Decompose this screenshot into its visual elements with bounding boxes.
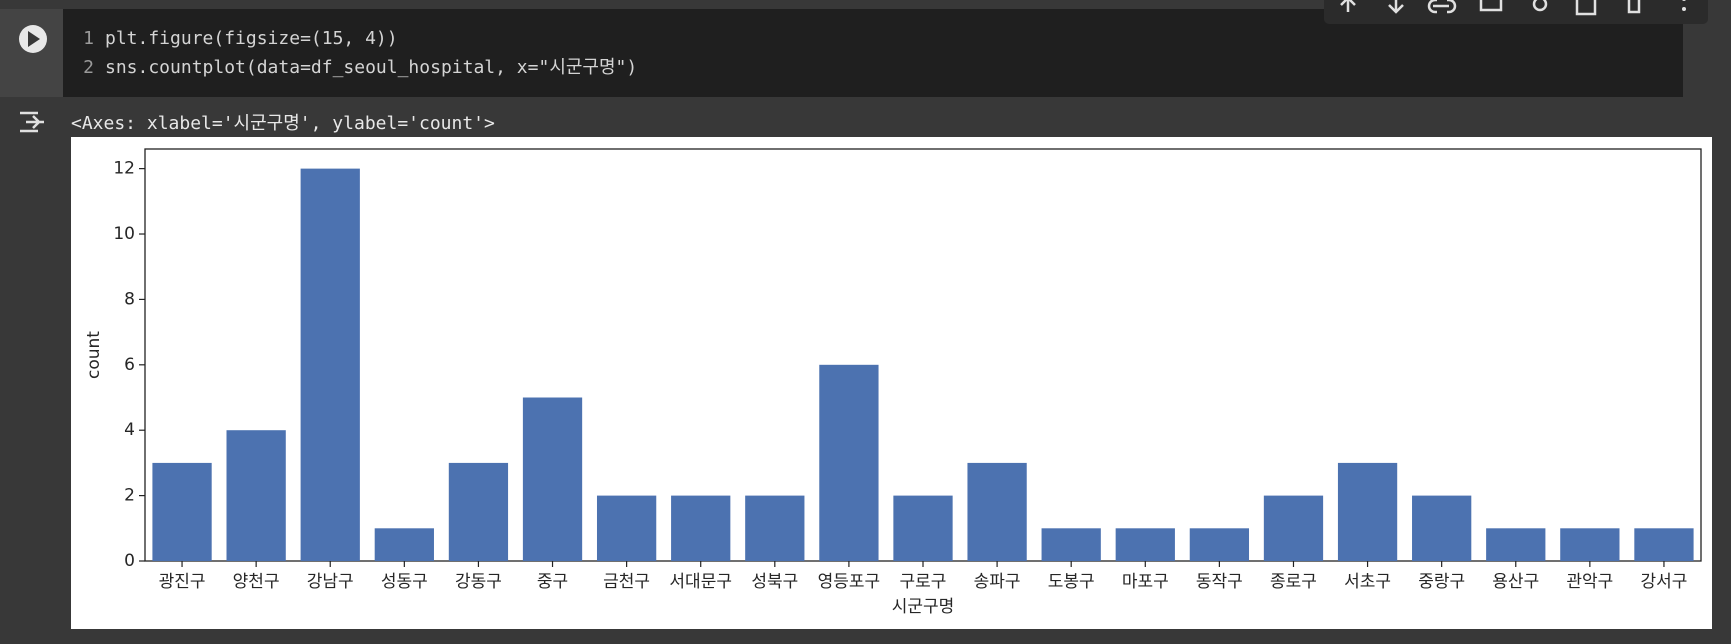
bar <box>1041 528 1101 561</box>
bar <box>1189 528 1250 561</box>
bar <box>671 495 731 561</box>
x-tick-label: 중구 <box>537 572 568 592</box>
bar <box>745 495 805 561</box>
comment[interactable] <box>1479 0 1503 12</box>
bar <box>1412 495 1472 561</box>
x-tick-label: 서초구 <box>1344 572 1391 592</box>
toolbar-bg <box>1324 0 1708 24</box>
y-tick-label: 10 <box>113 224 135 244</box>
bar <box>448 462 509 561</box>
x-tick-label: 송파구 <box>974 572 1021 592</box>
x-tick-label: 강남구 <box>307 572 354 592</box>
run-button[interactable] <box>19 25 47 53</box>
x-tick-label: 강동구 <box>455 572 502 592</box>
y-tick-label: 4 <box>124 420 135 440</box>
bar <box>374 528 434 561</box>
y-tick-label: 0 <box>124 551 135 571</box>
bar <box>1263 495 1324 561</box>
more-dot[interactable] <box>1682 0 1686 1</box>
y-axis-label: count <box>84 331 104 379</box>
bar <box>893 495 953 561</box>
bar <box>1337 462 1398 561</box>
link[interactable] <box>1427 0 1457 14</box>
x-tick-label: 동작구 <box>1196 572 1243 592</box>
x-tick-label: 양천구 <box>233 572 280 592</box>
x-tick-label: 종로구 <box>1270 572 1317 592</box>
code-line: plt.figure(figsize=(15, 4)) <box>105 28 398 49</box>
bar <box>300 168 360 561</box>
x-tick-label: 성동구 <box>381 572 428 592</box>
mirror[interactable] <box>1575 0 1597 16</box>
y-tick-label: 12 <box>113 159 135 179</box>
line-number: 2 <box>83 57 94 78</box>
move-down[interactable] <box>1388 0 1404 14</box>
bar <box>967 462 1027 561</box>
x-tick-label: 마포구 <box>1122 572 1169 592</box>
bar <box>1115 528 1175 561</box>
move-up[interactable] <box>1340 0 1356 12</box>
bar <box>1486 528 1546 561</box>
y-tick-label: 6 <box>124 355 135 375</box>
bar <box>152 462 212 561</box>
output-icon[interactable] <box>20 111 44 133</box>
bar <box>522 397 583 561</box>
x-tick-label: 도봉구 <box>1048 572 1095 592</box>
x-tick-label: 강서구 <box>1640 572 1687 592</box>
bar <box>1634 528 1694 561</box>
y-tick-label: 8 <box>124 289 135 309</box>
gutter <box>0 9 63 97</box>
bar <box>596 495 657 561</box>
x-tick-label: 관악구 <box>1566 572 1613 592</box>
x-tick-label: 광진구 <box>159 572 206 592</box>
output-toggle[interactable] <box>20 111 44 133</box>
x-tick-label: 구로구 <box>900 572 947 592</box>
x-tick-label: 성북구 <box>751 572 798 592</box>
more-dot[interactable] <box>1682 7 1686 11</box>
code-line: sns.countplot(data=df_seoul_hospital, x=… <box>105 57 637 78</box>
x-tick-label: 영등포구 <box>818 572 881 592</box>
bar <box>1560 528 1620 561</box>
y-tick-label: 2 <box>124 486 135 506</box>
x-tick-label: 금천구 <box>603 572 650 592</box>
run-icon[interactable] <box>28 31 40 47</box>
line-number: 1 <box>83 28 94 49</box>
bar <box>819 364 879 561</box>
cell-toolbar <box>1324 0 1708 24</box>
settings[interactable] <box>1532 0 1548 12</box>
x-axis-label: 시군구명 <box>892 597 955 617</box>
bar <box>226 430 286 561</box>
output-text: <Axes: xlabel='시군구명', ylabel='count'> <box>71 113 495 134</box>
delete[interactable] <box>1627 0 1641 14</box>
x-tick-label: 서대문구 <box>669 572 732 592</box>
x-tick-label: 중랑구 <box>1418 572 1465 592</box>
x-tick-label: 용산구 <box>1492 572 1539 592</box>
